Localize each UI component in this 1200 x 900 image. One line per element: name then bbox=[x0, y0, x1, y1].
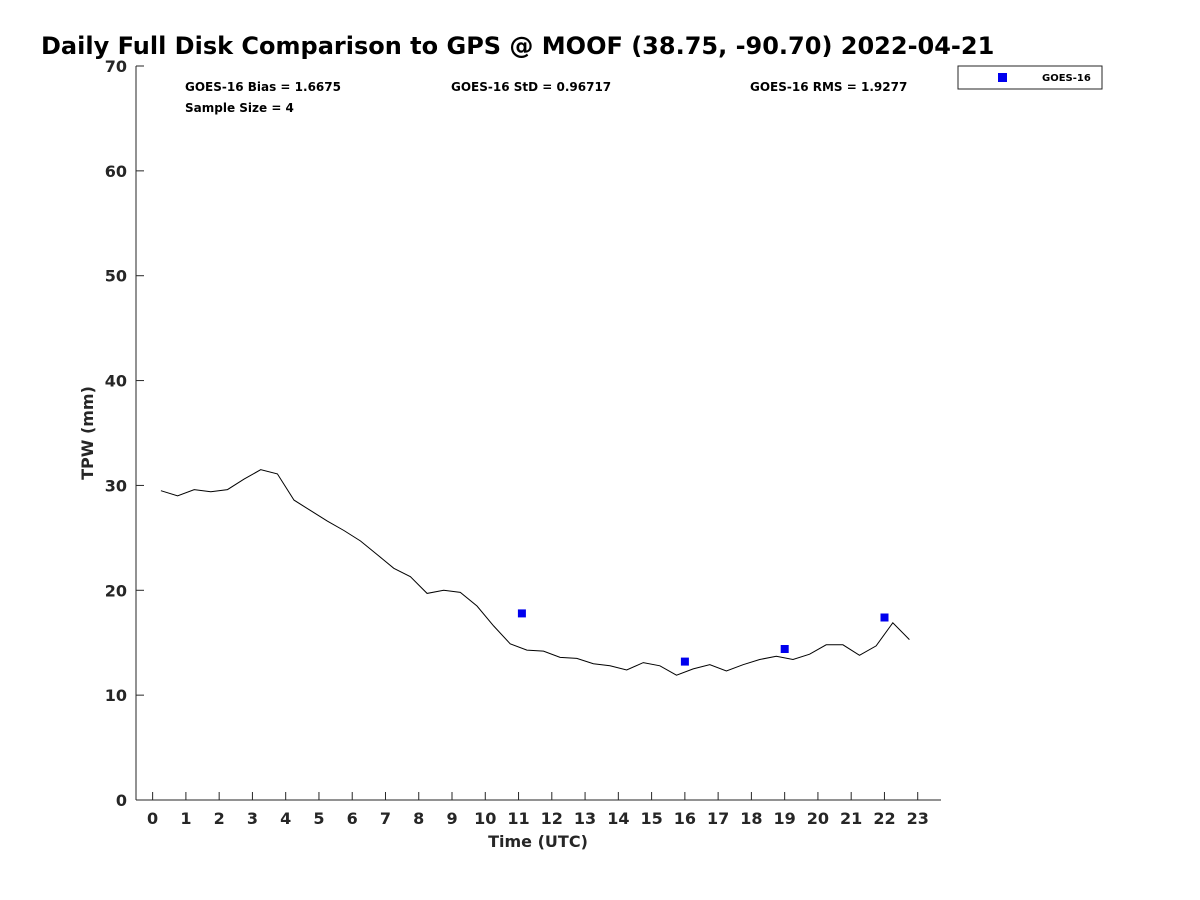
x-tick-label: 5 bbox=[313, 809, 324, 828]
y-tick-label: 70 bbox=[105, 57, 127, 76]
x-tick-label: 4 bbox=[280, 809, 291, 828]
x-tick-label: 18 bbox=[740, 809, 762, 828]
x-axis-ticks: 0 1 2 3 4 5 6 7 8 9 10 11 12 13 14 15 16 17 18 19 20 21 22 23 bbox=[147, 792, 929, 828]
x-tick-label: 13 bbox=[574, 809, 596, 828]
x-tick-label: 14 bbox=[607, 809, 629, 828]
x-tick-label: 9 bbox=[446, 809, 457, 828]
legend-box bbox=[957, 65, 1103, 90]
y-tick-label: 10 bbox=[105, 686, 127, 705]
goes16-point bbox=[517, 609, 526, 618]
y-axis-label: TPW (mm) bbox=[78, 386, 97, 480]
legend-label-goes16: GOES-16 bbox=[1042, 73, 1091, 84]
goes16-point bbox=[680, 657, 689, 666]
x-tick-label: 16 bbox=[674, 809, 696, 828]
gps-tpw-line bbox=[160, 469, 910, 676]
x-tick-label: 17 bbox=[707, 809, 729, 828]
rms-stat: GOES-16 RMS = 1.9277 bbox=[750, 80, 907, 94]
x-tick-label: 1 bbox=[180, 809, 191, 828]
bias-stat: GOES-16 Bias = 1.6675 bbox=[185, 80, 341, 94]
goes16-point bbox=[880, 613, 889, 622]
series-layer bbox=[160, 469, 910, 676]
x-tick-label: 0 bbox=[147, 809, 158, 828]
x-tick-label: 21 bbox=[840, 809, 862, 828]
x-tick-label: 12 bbox=[541, 809, 563, 828]
x-tick-label: 8 bbox=[413, 809, 424, 828]
std-stat: GOES-16 StD = 0.96717 bbox=[451, 80, 611, 94]
sample-size-stat: Sample Size = 4 bbox=[185, 101, 294, 115]
x-tick-label: 22 bbox=[873, 809, 895, 828]
y-tick-label: 0 bbox=[116, 791, 127, 810]
x-tick-label: 23 bbox=[907, 809, 929, 828]
x-axis-label: Time (UTC) bbox=[488, 832, 588, 851]
x-tick-label: 7 bbox=[380, 809, 391, 828]
y-axis-ticks: 0 10 20 30 40 50 60 70 bbox=[105, 57, 144, 810]
x-tick-label: 3 bbox=[247, 809, 258, 828]
y-tick-label: 40 bbox=[105, 372, 127, 391]
x-tick-label: 15 bbox=[640, 809, 662, 828]
y-tick-label: 50 bbox=[105, 267, 127, 286]
x-tick-label: 2 bbox=[214, 809, 225, 828]
y-tick-label: 60 bbox=[105, 162, 127, 181]
x-tick-label: 11 bbox=[507, 809, 529, 828]
chart-title: Daily Full Disk Comparison to GPS @ MOOF… bbox=[41, 32, 994, 60]
x-tick-label: 10 bbox=[474, 809, 496, 828]
y-tick-label: 20 bbox=[105, 581, 127, 600]
y-tick-label: 30 bbox=[105, 476, 127, 495]
x-tick-label: 6 bbox=[347, 809, 358, 828]
legend: GOES-16 bbox=[957, 65, 1103, 90]
x-tick-label: 19 bbox=[774, 809, 796, 828]
legend-marker-goes16 bbox=[998, 73, 1007, 82]
goes16-point bbox=[780, 645, 789, 653]
x-tick-label: 20 bbox=[807, 809, 829, 828]
